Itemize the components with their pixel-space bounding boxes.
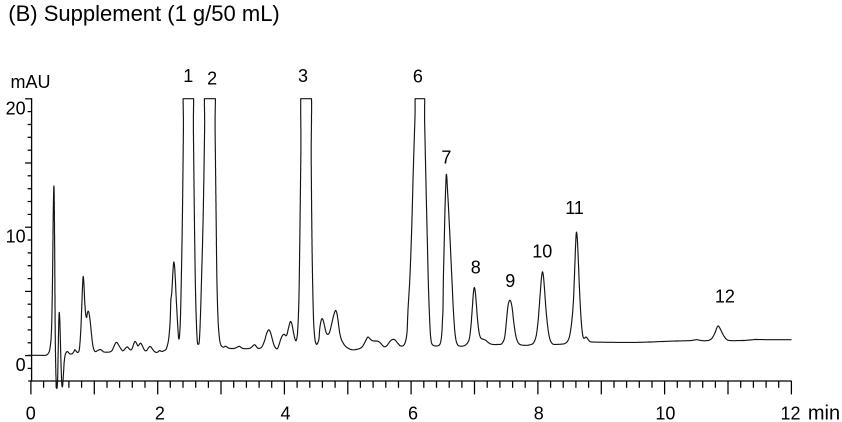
svg-text:min: min xyxy=(808,402,840,422)
svg-text:2: 2 xyxy=(207,68,217,88)
svg-text:10: 10 xyxy=(655,404,675,422)
svg-text:6: 6 xyxy=(413,66,423,86)
svg-text:12: 12 xyxy=(780,404,800,422)
svg-text:8: 8 xyxy=(534,404,544,422)
svg-text:10: 10 xyxy=(532,241,552,261)
svg-text:3: 3 xyxy=(298,66,308,86)
svg-text:1: 1 xyxy=(183,66,193,86)
svg-text:7: 7 xyxy=(441,148,451,168)
svg-text:0: 0 xyxy=(26,404,36,422)
svg-text:4: 4 xyxy=(280,404,290,422)
svg-text:2: 2 xyxy=(155,404,165,422)
svg-text:6: 6 xyxy=(408,404,418,422)
svg-text:8: 8 xyxy=(471,258,481,278)
svg-text:9: 9 xyxy=(505,271,515,291)
svg-text:12: 12 xyxy=(715,287,735,307)
svg-text:11: 11 xyxy=(565,198,584,218)
svg-text:10: 10 xyxy=(6,227,26,247)
svg-text:0: 0 xyxy=(16,355,26,375)
svg-text:20: 20 xyxy=(6,98,26,118)
